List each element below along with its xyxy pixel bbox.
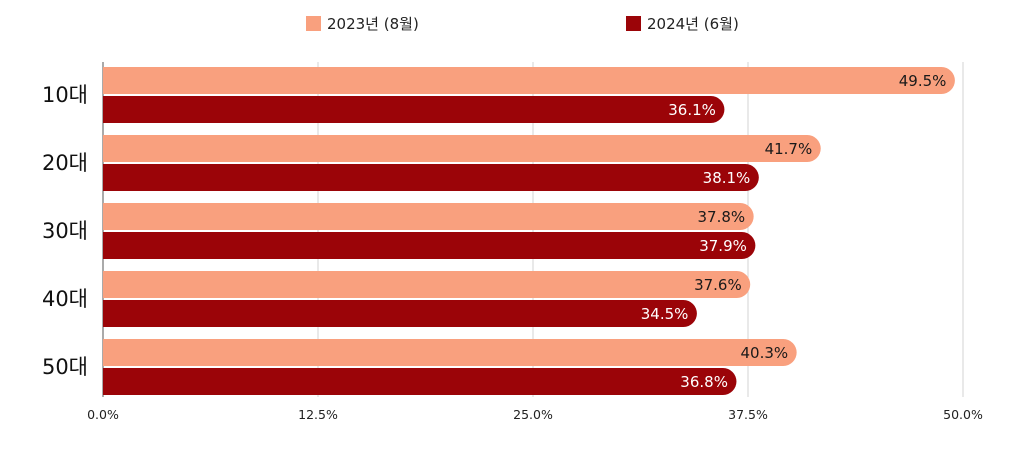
legend-item-2024: 2024년 (6월) (626, 13, 739, 34)
category-label: 20대 (42, 151, 88, 175)
bar (103, 339, 797, 366)
bar (103, 164, 759, 191)
data-label: 40.3% (741, 344, 789, 362)
data-label: 34.5% (641, 305, 689, 323)
x-tick-label: 25.0% (513, 407, 553, 422)
bar (103, 300, 697, 327)
bar (103, 232, 756, 259)
legend-label-2024: 2024년 (6월) (647, 15, 739, 33)
x-tick-label: 50.0% (943, 407, 983, 422)
legend-swatch-2023 (306, 16, 321, 31)
category-label: 40대 (42, 287, 88, 311)
bar (103, 203, 754, 230)
bar (103, 96, 725, 123)
data-label: 37.9% (699, 237, 747, 255)
legend-label-2023: 2023년 (8월) (327, 15, 419, 33)
category-label: 10대 (42, 83, 88, 107)
data-label: 36.8% (680, 373, 728, 391)
bar (103, 271, 751, 298)
category-label: 30대 (42, 219, 88, 243)
data-label: 49.5% (899, 72, 947, 90)
data-label: 36.1% (668, 101, 716, 119)
legend-item-2023: 2023년 (8월) (306, 13, 419, 34)
data-label: 38.1% (703, 169, 751, 187)
data-label: 41.7% (765, 140, 813, 158)
legend-swatch-2024 (626, 16, 641, 31)
data-label: 37.8% (698, 208, 746, 226)
legend: 2023년 (8월) 2024년 (6월) (0, 13, 1024, 37)
bar (103, 135, 821, 162)
category-label: 50대 (42, 355, 88, 379)
x-tick-label: 12.5% (298, 407, 338, 422)
bar (103, 67, 955, 94)
x-tick-label: 37.5% (728, 407, 768, 422)
x-tick-label: 0.0% (87, 407, 119, 422)
data-label: 37.6% (694, 276, 742, 294)
bar (103, 368, 737, 395)
